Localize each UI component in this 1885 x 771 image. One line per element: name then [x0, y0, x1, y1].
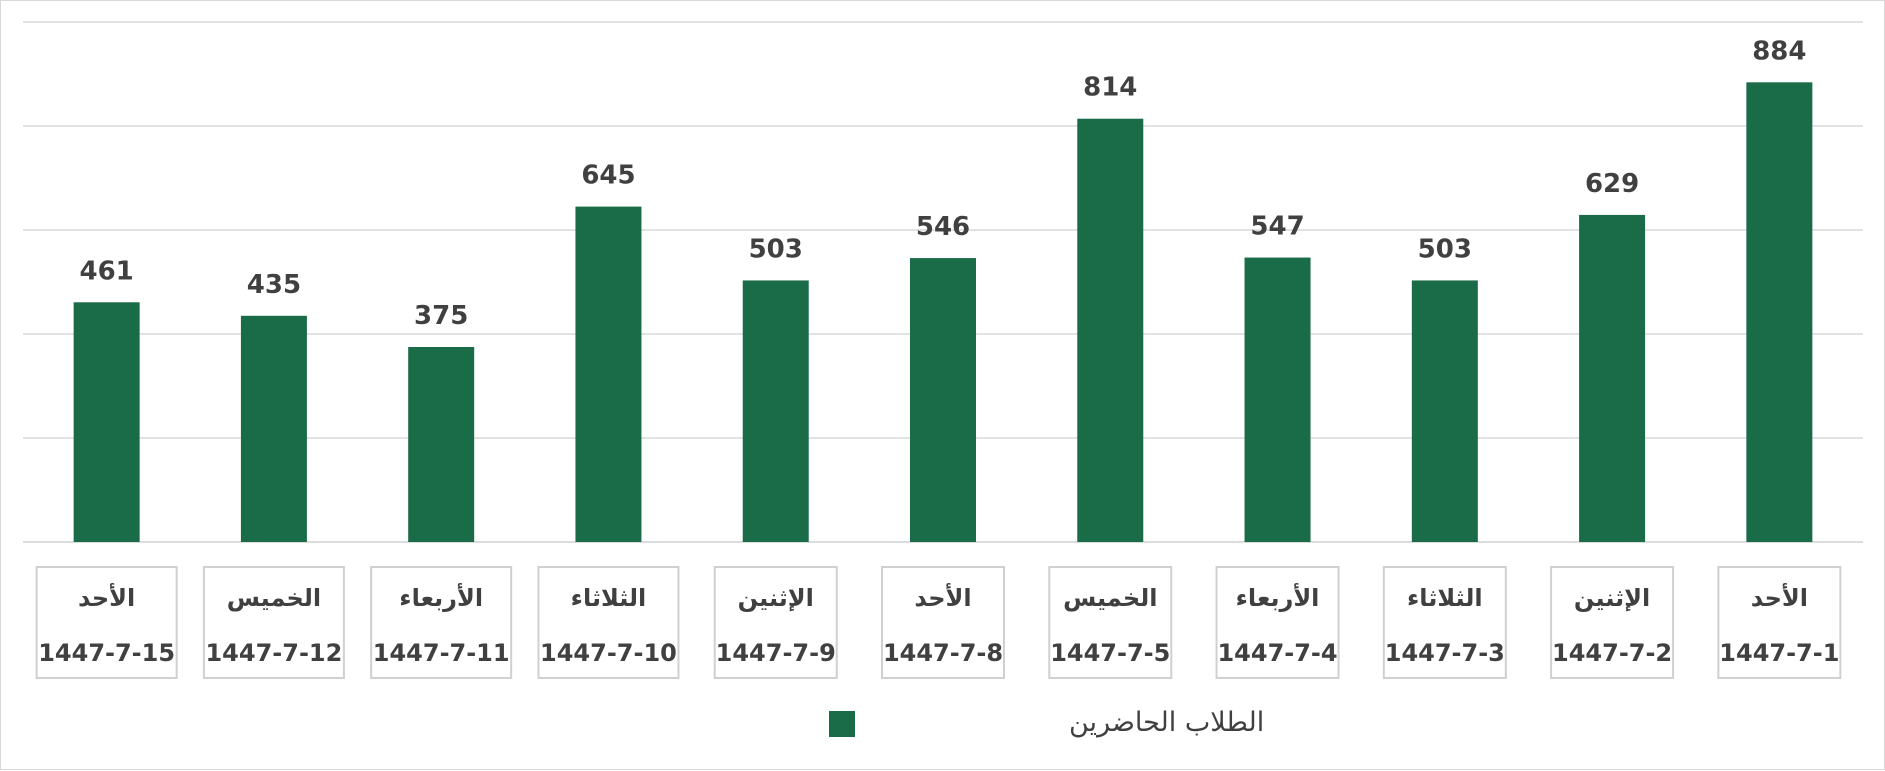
bars [73, 82, 1813, 543]
category-date-label: 1447-7-2 [1552, 639, 1672, 667]
data-label: 461 [79, 256, 133, 286]
category-box [35, 566, 178, 679]
category-box [713, 566, 838, 679]
data-label: 503 [1418, 234, 1472, 264]
category-date-label: 1447-7-3 [1385, 639, 1505, 667]
category-day-label: الإثنين [1574, 584, 1650, 612]
category-day-label: الإثنين [738, 584, 814, 612]
category-box [1550, 566, 1675, 679]
bar [408, 347, 475, 542]
category-box [537, 566, 680, 679]
data-label: 629 [1585, 169, 1639, 199]
category-box [370, 566, 513, 679]
category-day-label: الأحد [78, 583, 135, 612]
category-day-label: الأحد [1751, 583, 1808, 612]
category-day-label: الثلاثاء [571, 584, 647, 612]
category-box [1717, 566, 1842, 679]
category-date-label: 1447-7-4 [1217, 639, 1337, 667]
bar [240, 315, 307, 542]
category-date-label: 1447-7-8 [883, 639, 1003, 667]
data-label: 547 [1250, 212, 1304, 242]
category-day-label: الخميس [1063, 584, 1157, 612]
category-date-label: 1447-7-1 [1719, 639, 1839, 667]
category-date-label: 1447-7-11 [373, 639, 510, 667]
category-box [881, 566, 1005, 679]
legend: الطلاب الحاضرين [829, 707, 1264, 738]
category-date-label: 1447-7-15 [38, 639, 175, 667]
bar [1077, 118, 1144, 542]
category-day-label: الأربعاء [1236, 583, 1320, 612]
data-label: 645 [581, 161, 635, 191]
data-label: 546 [916, 212, 970, 242]
category-day-label: الأربعاء [399, 583, 483, 612]
bar [742, 280, 809, 542]
category-date-label: 1447-7-12 [205, 639, 342, 667]
legend-label: الطلاب الحاضرين [1069, 707, 1264, 738]
bar [1411, 280, 1478, 542]
value-labels: 884 629 503 547 814 546 503 645 375 435 461 [79, 36, 1806, 331]
bar [1746, 82, 1813, 542]
category-day-label: الثلاثاء [1407, 584, 1483, 612]
data-label: 814 [1083, 73, 1137, 103]
bar [910, 258, 976, 542]
category-date-label: 1447-7-10 [540, 639, 677, 667]
data-label: 435 [247, 270, 301, 300]
bar [73, 302, 140, 542]
category-labels: الأحد 1447-7-1 الإثنين 1447-7-2 الثلاثاء 1447… [35, 566, 1842, 679]
data-label: 884 [1752, 36, 1806, 66]
bar [575, 206, 642, 542]
category-box [1382, 566, 1507, 679]
category-box [1215, 566, 1340, 679]
data-label: 503 [749, 234, 803, 264]
category-date-label: 1447-7-9 [716, 639, 836, 667]
category-day-label: الخميس [227, 584, 321, 612]
category-box [202, 566, 345, 679]
bar [1579, 214, 1646, 543]
category-day-label: الأحد [914, 583, 971, 612]
category-box [1048, 566, 1173, 679]
bar [1244, 257, 1311, 542]
category-date-label: 1447-7-5 [1050, 639, 1170, 667]
legend-swatch [829, 711, 855, 737]
data-label: 375 [414, 301, 468, 331]
